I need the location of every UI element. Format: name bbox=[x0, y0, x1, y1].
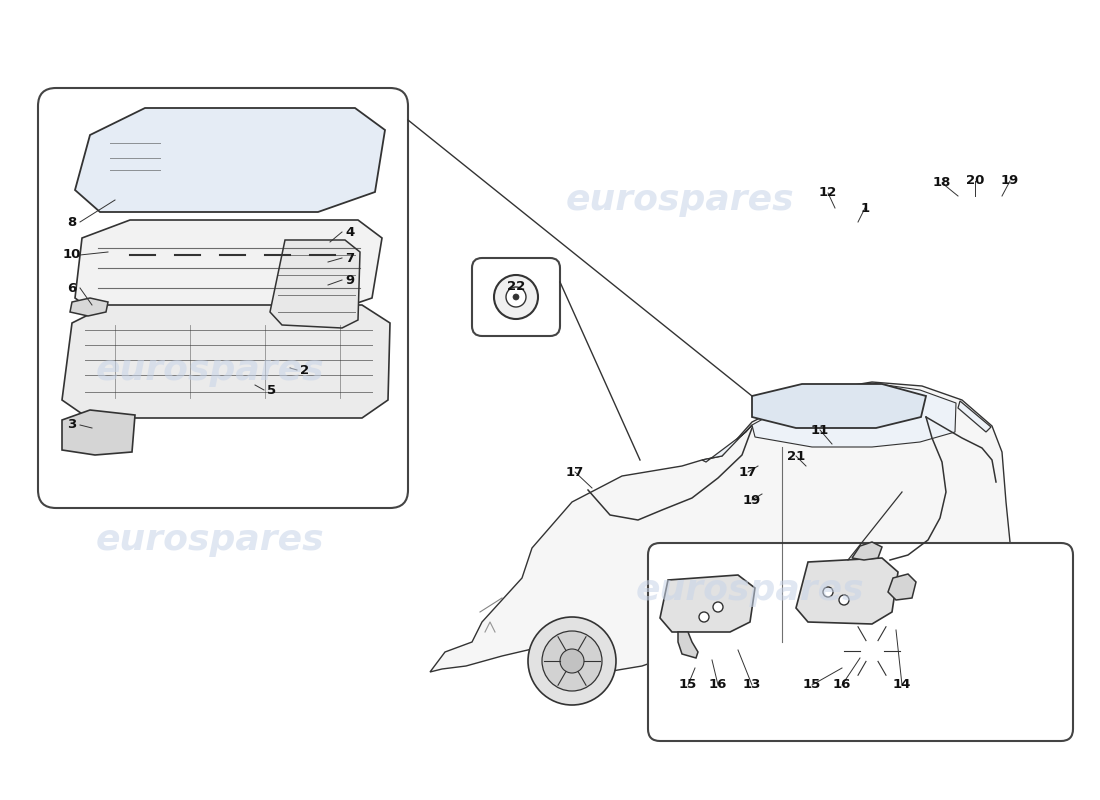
Circle shape bbox=[713, 602, 723, 612]
Text: eurospares: eurospares bbox=[96, 523, 324, 557]
FancyBboxPatch shape bbox=[39, 88, 408, 508]
Text: 16: 16 bbox=[708, 678, 727, 691]
Polygon shape bbox=[888, 574, 916, 600]
Circle shape bbox=[506, 287, 526, 307]
Polygon shape bbox=[752, 383, 956, 447]
Text: 16: 16 bbox=[833, 678, 851, 691]
Text: 17: 17 bbox=[565, 466, 584, 478]
Text: 5: 5 bbox=[267, 383, 276, 397]
Polygon shape bbox=[70, 298, 108, 316]
FancyBboxPatch shape bbox=[472, 258, 560, 336]
Text: 9: 9 bbox=[345, 274, 354, 286]
Text: 7: 7 bbox=[345, 251, 354, 265]
Text: 1: 1 bbox=[860, 202, 870, 214]
Polygon shape bbox=[430, 382, 1010, 673]
Text: 15: 15 bbox=[803, 678, 821, 691]
Text: 15: 15 bbox=[679, 678, 697, 691]
Text: 3: 3 bbox=[67, 418, 77, 431]
Text: 4: 4 bbox=[345, 226, 354, 238]
Polygon shape bbox=[752, 384, 926, 428]
Circle shape bbox=[698, 612, 710, 622]
Text: 22: 22 bbox=[507, 279, 525, 293]
Text: 18: 18 bbox=[933, 177, 952, 190]
Polygon shape bbox=[75, 108, 385, 212]
Polygon shape bbox=[62, 410, 135, 455]
Polygon shape bbox=[62, 305, 390, 418]
Circle shape bbox=[842, 621, 902, 681]
Circle shape bbox=[542, 631, 602, 691]
Text: 21: 21 bbox=[786, 450, 805, 462]
Text: 14: 14 bbox=[893, 678, 911, 691]
Text: 19: 19 bbox=[742, 494, 761, 506]
Polygon shape bbox=[958, 401, 991, 432]
Polygon shape bbox=[796, 558, 898, 624]
Text: 8: 8 bbox=[67, 215, 77, 229]
Text: eurospares: eurospares bbox=[636, 573, 865, 607]
Polygon shape bbox=[678, 632, 698, 658]
Polygon shape bbox=[660, 575, 755, 632]
Text: eurospares: eurospares bbox=[96, 353, 324, 387]
Text: 6: 6 bbox=[67, 282, 77, 294]
Polygon shape bbox=[270, 240, 360, 328]
Circle shape bbox=[839, 595, 849, 605]
Text: 2: 2 bbox=[300, 363, 309, 377]
Text: 10: 10 bbox=[63, 249, 81, 262]
Circle shape bbox=[513, 294, 519, 300]
Circle shape bbox=[860, 639, 884, 663]
Text: 12: 12 bbox=[818, 186, 837, 199]
Circle shape bbox=[828, 607, 916, 695]
Circle shape bbox=[494, 275, 538, 319]
FancyBboxPatch shape bbox=[648, 543, 1072, 741]
Text: 19: 19 bbox=[1001, 174, 1019, 187]
Text: eurospares: eurospares bbox=[565, 183, 794, 217]
Polygon shape bbox=[852, 542, 882, 560]
Circle shape bbox=[560, 649, 584, 673]
Polygon shape bbox=[702, 425, 752, 462]
Text: 17: 17 bbox=[739, 466, 757, 478]
Text: 20: 20 bbox=[966, 174, 984, 187]
Text: 13: 13 bbox=[742, 678, 761, 691]
Text: 11: 11 bbox=[811, 423, 829, 437]
Circle shape bbox=[528, 617, 616, 705]
Circle shape bbox=[823, 587, 833, 597]
Polygon shape bbox=[75, 220, 382, 315]
